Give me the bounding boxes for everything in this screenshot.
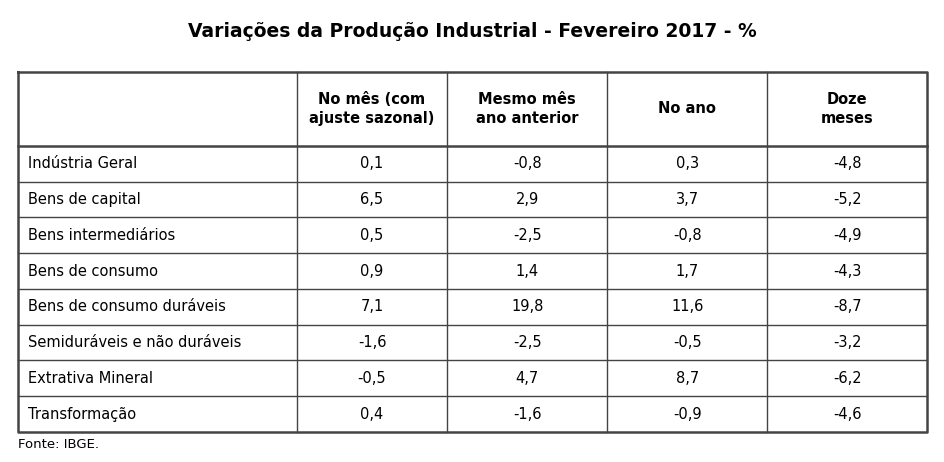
Text: 7,1: 7,1 [360,299,383,314]
Text: 0,4: 0,4 [360,407,383,422]
Text: 0,3: 0,3 [675,156,698,171]
Text: -4,9: -4,9 [832,228,860,243]
Text: Bens de consumo duráveis: Bens de consumo duráveis [28,299,226,314]
Text: Variações da Produção Industrial - Fevereiro 2017 - %: Variações da Produção Industrial - Fever… [188,22,756,41]
Text: No ano: No ano [658,101,716,116]
Text: No mês (com
ajuste sazonal): No mês (com ajuste sazonal) [309,92,434,126]
Text: 1,4: 1,4 [515,263,538,279]
Text: -2,5: -2,5 [513,335,541,350]
Text: Doze
meses: Doze meses [819,92,872,126]
Text: 6,5: 6,5 [360,192,383,207]
Text: 3,7: 3,7 [675,192,698,207]
Text: -0,9: -0,9 [672,407,700,422]
Text: Semiduráveis e não duráveis: Semiduráveis e não duráveis [28,335,241,350]
Text: Indústria Geral: Indústria Geral [28,156,137,171]
Text: -0,8: -0,8 [513,156,541,171]
Text: 2,9: 2,9 [515,192,538,207]
Text: 11,6: 11,6 [670,299,702,314]
Text: -4,8: -4,8 [832,156,860,171]
Text: -3,2: -3,2 [832,335,860,350]
Text: Extrativa Mineral: Extrativa Mineral [28,371,153,386]
Text: Bens intermediários: Bens intermediários [28,228,175,243]
Text: -8,7: -8,7 [832,299,861,314]
Text: 4,7: 4,7 [515,371,538,386]
Text: -1,6: -1,6 [358,335,386,350]
Text: Bens de capital: Bens de capital [28,192,141,207]
Text: 0,9: 0,9 [360,263,383,279]
Text: -4,6: -4,6 [832,407,860,422]
Text: 8,7: 8,7 [675,371,698,386]
Text: -0,8: -0,8 [672,228,700,243]
Text: -0,5: -0,5 [672,335,700,350]
Text: Fonte: IBGE.: Fonte: IBGE. [18,438,99,451]
Text: Mesmo mês
ano anterior: Mesmo mês ano anterior [476,92,578,126]
Text: Bens de consumo: Bens de consumo [28,263,158,279]
Text: 0,1: 0,1 [360,156,383,171]
Text: -6,2: -6,2 [832,371,861,386]
Text: 19,8: 19,8 [511,299,543,314]
Text: Transformação: Transformação [28,407,136,422]
Text: -1,6: -1,6 [513,407,541,422]
Text: 0,5: 0,5 [360,228,383,243]
Text: -5,2: -5,2 [832,192,861,207]
Text: -0,5: -0,5 [358,371,386,386]
Text: 1,7: 1,7 [675,263,698,279]
Text: -4,3: -4,3 [832,263,860,279]
Text: -2,5: -2,5 [513,228,541,243]
